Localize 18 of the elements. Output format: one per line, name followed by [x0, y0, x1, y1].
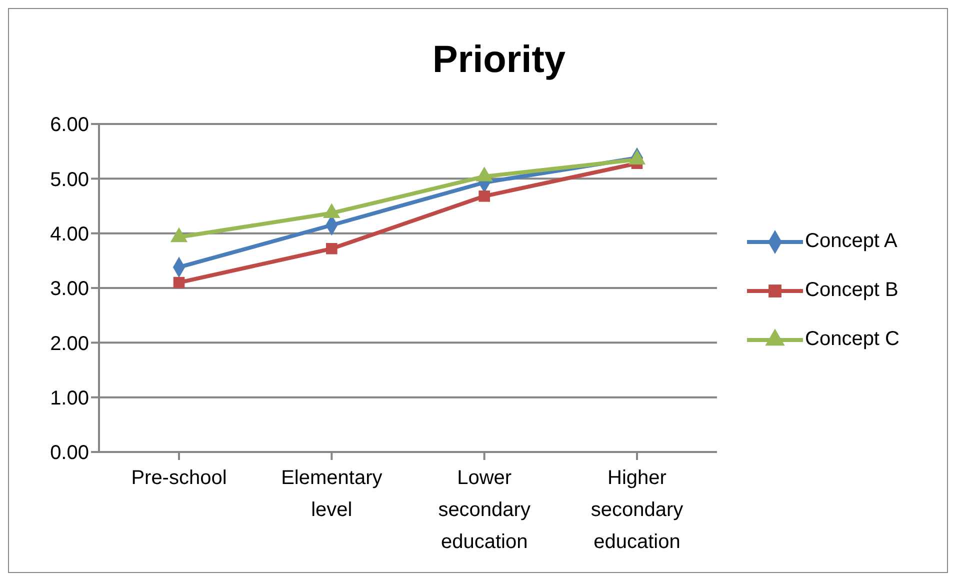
- chart-title: Priority: [431, 39, 567, 82]
- y-tick-label: 0.00: [50, 442, 89, 464]
- y-tick-label: 1.00: [50, 387, 89, 410]
- y-tick-label: 6.00: [50, 114, 89, 136]
- x-tick-label: Pre-school: [131, 467, 227, 489]
- point: [326, 242, 338, 254]
- y-tick-label: 3.00: [50, 278, 89, 300]
- x-tick-label: Lower secondary education: [438, 467, 530, 553]
- x-tick-label: Elementary level: [281, 467, 382, 521]
- legend-label: Concept A: [805, 230, 898, 253]
- x-tick-label: Higher secondary education: [590, 467, 684, 553]
- y-tick-label: 2.00: [50, 332, 89, 355]
- y-tick-label: 4.00: [50, 223, 89, 246]
- y-tick-label: 5.00: [50, 168, 89, 191]
- point: [478, 190, 490, 202]
- legend-label: Concept C: [805, 328, 900, 351]
- legend-label: Concept B: [805, 279, 898, 302]
- point: [173, 276, 185, 288]
